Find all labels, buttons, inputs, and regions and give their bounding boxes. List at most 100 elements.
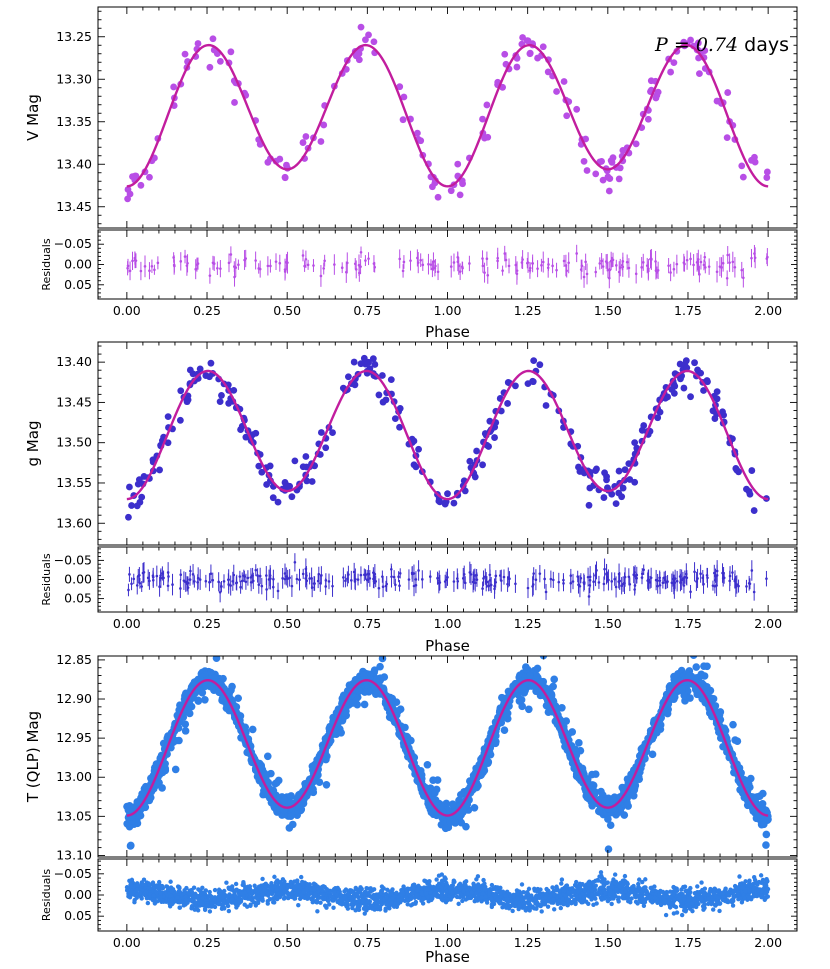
residual-point bbox=[286, 261, 289, 264]
data-point bbox=[713, 97, 721, 105]
data-point bbox=[427, 808, 436, 817]
data-point bbox=[158, 784, 166, 792]
data-point bbox=[237, 426, 244, 433]
residual-point bbox=[189, 569, 192, 573]
data-point bbox=[700, 387, 707, 394]
residual-point bbox=[428, 575, 432, 578]
residual-y-tick-label: 0.05 bbox=[64, 277, 92, 292]
residual-point bbox=[159, 574, 162, 577]
residual-point bbox=[272, 577, 275, 581]
residual-point bbox=[625, 260, 629, 264]
residual-point bbox=[675, 579, 679, 583]
data-point bbox=[654, 414, 662, 422]
data-point bbox=[412, 463, 420, 471]
residual-point bbox=[713, 571, 716, 575]
residual-point bbox=[551, 264, 554, 268]
residual-point bbox=[186, 581, 190, 585]
residual-point bbox=[614, 585, 618, 589]
residual-point bbox=[742, 276, 745, 280]
residual-point bbox=[367, 257, 370, 260]
y-axis-label: g Mag bbox=[24, 421, 42, 467]
residual-point bbox=[547, 263, 550, 266]
residual-point bbox=[419, 258, 422, 262]
residual-point bbox=[577, 583, 580, 586]
residual-point bbox=[384, 584, 388, 588]
data-point bbox=[281, 479, 289, 486]
data-point bbox=[164, 439, 172, 447]
x-tick-label: 1.50 bbox=[594, 303, 622, 318]
data-point bbox=[291, 457, 299, 465]
data-point bbox=[591, 770, 600, 778]
residual-point bbox=[549, 577, 553, 581]
data-point bbox=[263, 752, 272, 761]
residual-point bbox=[703, 255, 707, 259]
residual-point bbox=[443, 580, 447, 583]
data-point bbox=[542, 701, 551, 710]
data-point bbox=[451, 819, 460, 827]
data-point bbox=[677, 375, 684, 383]
residual-point bbox=[582, 581, 586, 584]
residual-point bbox=[193, 580, 196, 583]
residual-point bbox=[635, 573, 639, 577]
data-point bbox=[209, 35, 217, 43]
data-point bbox=[413, 129, 421, 137]
residual-point bbox=[718, 265, 722, 268]
data-point bbox=[375, 391, 383, 399]
residual-point bbox=[658, 579, 662, 582]
data-point bbox=[715, 711, 724, 719]
residual-point bbox=[368, 577, 372, 580]
data-point bbox=[448, 800, 457, 809]
residual-point bbox=[656, 584, 659, 588]
residual-point bbox=[482, 577, 485, 580]
data-point bbox=[656, 408, 664, 416]
residual-point bbox=[354, 578, 357, 581]
residual-point bbox=[211, 578, 215, 582]
residual-point bbox=[731, 260, 735, 264]
residual-point bbox=[220, 585, 223, 588]
residual-point bbox=[567, 261, 570, 265]
residual-point bbox=[685, 576, 689, 580]
residual-point bbox=[640, 576, 644, 579]
residual-point bbox=[579, 268, 583, 271]
x-tick-label: 0.75 bbox=[353, 616, 381, 631]
residual-point bbox=[531, 262, 534, 265]
residual-point bbox=[318, 581, 322, 585]
data-point bbox=[131, 172, 139, 180]
data-point bbox=[355, 56, 363, 64]
residual-point bbox=[514, 582, 517, 586]
residual-point bbox=[229, 253, 233, 256]
data-point bbox=[271, 779, 280, 788]
data-point bbox=[345, 373, 352, 381]
data-point bbox=[732, 465, 740, 472]
residual-point bbox=[148, 579, 151, 583]
residual-point bbox=[265, 588, 268, 591]
residual-point bbox=[323, 259, 326, 263]
data-point bbox=[733, 737, 742, 746]
residual-point bbox=[208, 274, 212, 277]
residual-point bbox=[642, 568, 645, 572]
data-point bbox=[234, 694, 242, 703]
data-point bbox=[137, 181, 145, 189]
data-point bbox=[322, 444, 330, 452]
data-point bbox=[764, 815, 772, 824]
data-point bbox=[417, 137, 425, 145]
data-point bbox=[194, 696, 202, 705]
residual-point bbox=[733, 265, 737, 269]
data-point bbox=[530, 357, 538, 364]
x-tick-label: 0.50 bbox=[273, 303, 301, 318]
residual-point bbox=[608, 276, 611, 280]
residual-point bbox=[359, 573, 363, 577]
residual-point bbox=[288, 576, 291, 580]
data-point bbox=[201, 695, 209, 704]
data-point bbox=[691, 359, 698, 367]
data-point bbox=[709, 695, 718, 703]
data-point bbox=[288, 820, 297, 829]
data-point bbox=[626, 476, 634, 483]
residual-point bbox=[436, 576, 439, 580]
data-point bbox=[573, 105, 581, 113]
data-point bbox=[745, 488, 753, 495]
x-tick-label: 0.75 bbox=[353, 303, 381, 318]
residual-point bbox=[155, 574, 159, 578]
residual-point bbox=[258, 574, 262, 578]
panel-2: 0.00 0.25 0.50 0.75 1.00 1.25 1.50 1.75 2.00 Phas… bbox=[24, 341, 798, 655]
